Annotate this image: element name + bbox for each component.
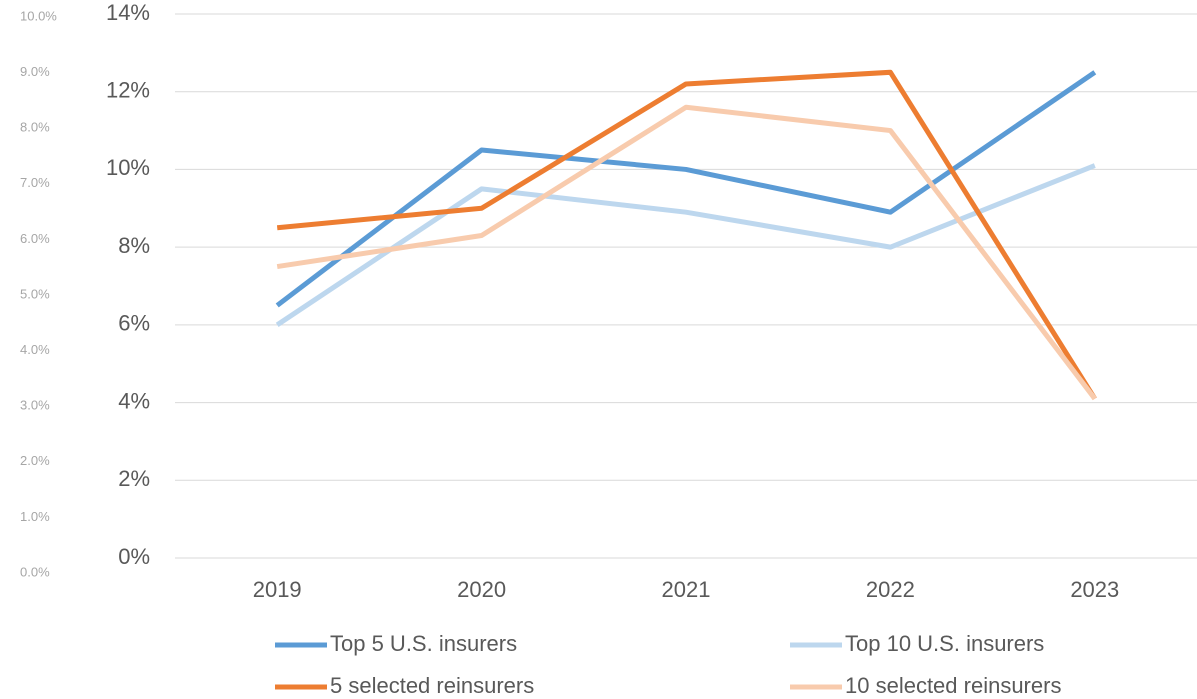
y-tick-label: 8% (118, 233, 150, 258)
y-tick-label: 10% (106, 155, 150, 180)
legend-label: Top 10 U.S. insurers (845, 631, 1044, 656)
y-tick-label: 2% (118, 466, 150, 491)
x-tick-label: 2021 (662, 577, 711, 602)
series-line (276, 104, 1097, 401)
y2-tick-label: 9.0% (20, 64, 50, 79)
legend-label: 5 selected reinsurers (330, 673, 534, 698)
y-tick-label: 12% (106, 78, 150, 103)
series-line (275, 70, 1097, 308)
y2-tick-label: 0.0% (20, 564, 50, 579)
y2-tick-label: 4.0% (20, 342, 50, 357)
x-tick-label: 2022 (866, 577, 915, 602)
legend-label: 10 selected reinsurers (845, 673, 1061, 698)
series-line (276, 69, 1097, 401)
y2-tick-label: 5.0% (20, 286, 50, 301)
x-tick-label: 2019 (253, 577, 302, 602)
y2-tick-label: 10.0% (20, 8, 57, 23)
y-tick-label: 0% (118, 544, 150, 569)
y2-tick-label: 1.0% (20, 509, 50, 524)
y-tick-label: 14% (106, 0, 150, 25)
y2-tick-label: 2.0% (20, 453, 50, 468)
x-tick-label: 2023 (1070, 577, 1119, 602)
y-tick-label: 6% (118, 311, 150, 336)
y2-tick-label: 8.0% (20, 120, 50, 135)
y2-tick-label: 3.0% (20, 398, 50, 413)
legend-label: Top 5 U.S. insurers (330, 631, 517, 656)
y2-tick-label: 6.0% (20, 231, 50, 246)
y2-tick-label: 7.0% (20, 175, 50, 190)
y-tick-label: 4% (118, 388, 150, 413)
series-line (275, 163, 1096, 327)
x-tick-label: 2020 (457, 577, 506, 602)
